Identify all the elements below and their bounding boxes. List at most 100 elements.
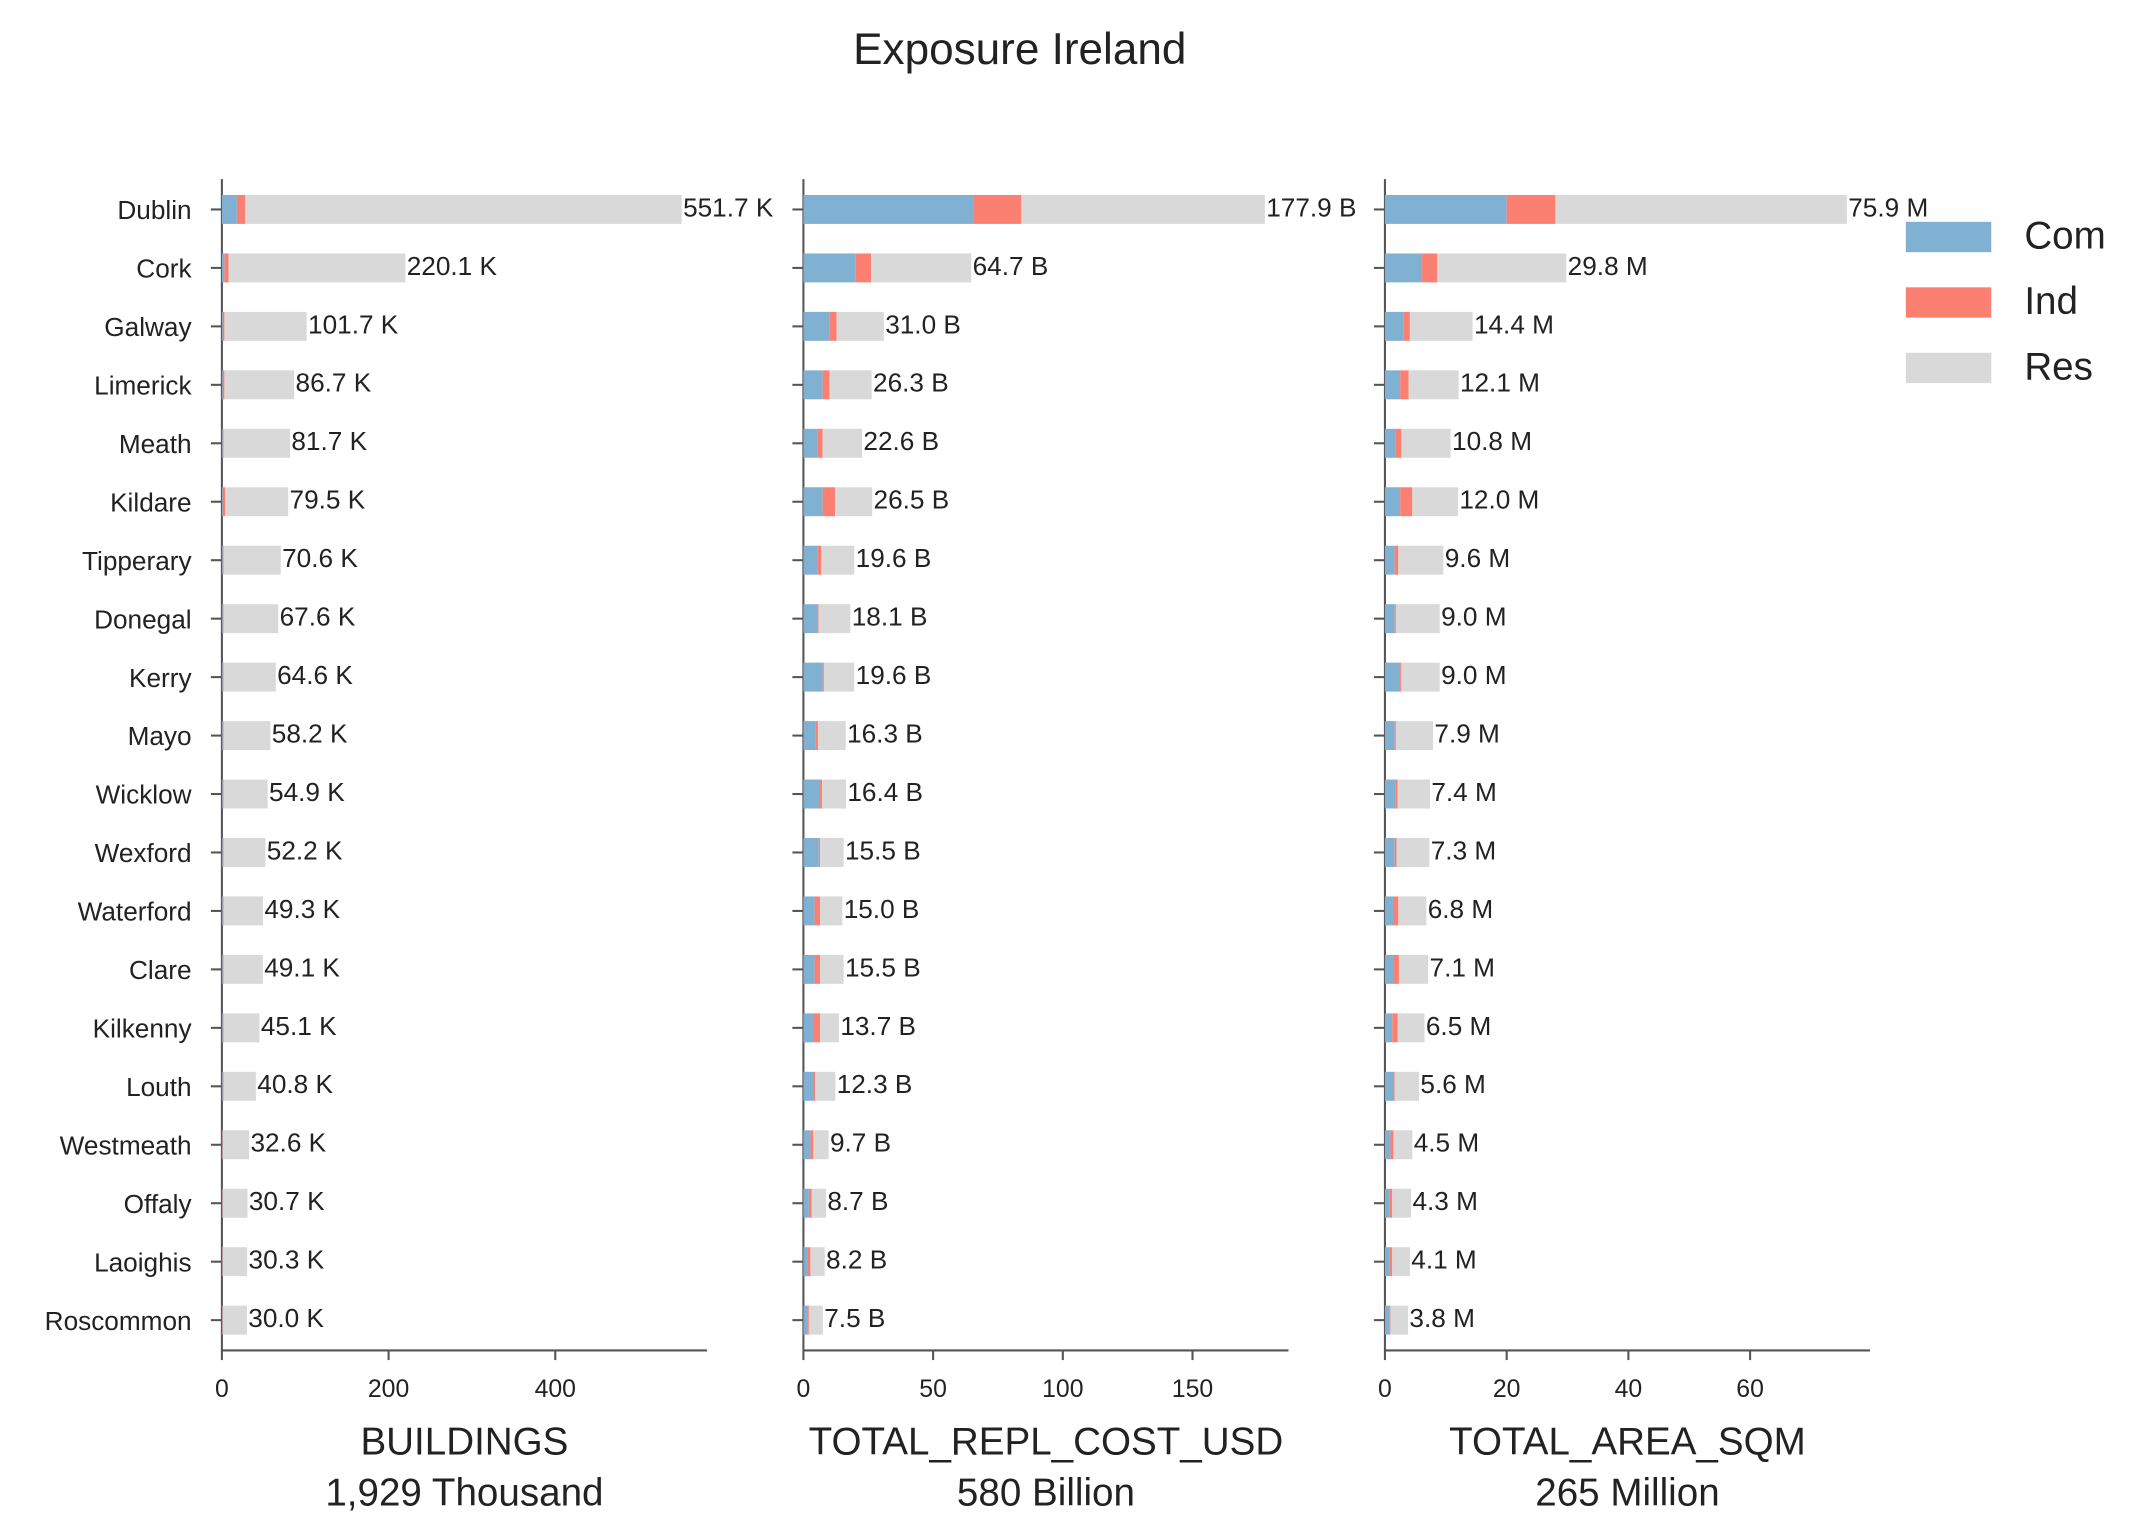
bar-segment [803,1071,814,1101]
value-label: 52.2 K [267,835,343,865]
bar-segment [1408,370,1459,400]
bar-segment [224,253,229,283]
value-label: 7.5 B [824,1303,885,1333]
bar-segment [835,487,873,517]
bar-segment [1412,487,1458,517]
bar-segment [1400,370,1409,400]
value-label: 58.2 K [272,718,348,748]
bar-segment [223,545,281,575]
bar-segment [808,1305,823,1335]
x-axis-label: BUILDINGS [360,1420,568,1463]
value-label: 81.7 K [291,426,367,456]
bar-segment [803,1247,808,1277]
bar-segment [803,545,818,575]
bar-segment [1384,838,1395,867]
bar-segment [813,1071,816,1101]
legend-label: Com [2024,215,2105,258]
bar-segment [803,604,818,634]
bar-segment [1384,896,1394,926]
bar-segment [1409,311,1473,341]
value-label: 177.9 B [1266,192,1356,222]
bar-segment [221,779,223,809]
legend-label: Res [2024,345,2093,388]
bar-segment [1384,779,1396,809]
x-tick-label: 0 [215,1376,229,1403]
bar-segment [822,487,836,517]
x-tick-label: 200 [368,1376,409,1403]
y-tick-label: Laoighis [94,1247,191,1277]
legend-swatch [1905,352,1992,384]
bar-segment [1390,1305,1409,1335]
bar-segment [223,838,266,867]
bar-segment [1395,721,1434,751]
bar-segment [223,721,271,751]
value-label: 30.0 K [248,1303,324,1333]
x-tick-label: 40 [1615,1376,1643,1403]
bar-segment [1384,1013,1393,1043]
value-label: 19.6 B [856,543,932,573]
y-tick-label: Dublin [117,195,191,225]
value-label: 67.6 K [280,602,356,632]
bar-segment [1555,194,1847,224]
y-tick-label: Tipperary [82,546,192,576]
bar-segment [817,545,822,575]
bar-segment [1393,954,1399,984]
bar-segment [221,662,223,692]
value-label: 13.7 B [840,1011,916,1041]
value-label: 14.4 M [1474,309,1554,339]
bar-segment [222,370,225,400]
bar-segment [871,253,972,283]
bar-segment [1384,194,1507,224]
bar-segment [1384,370,1401,400]
value-label: 15.0 B [844,894,920,924]
value-label: 12.1 M [1460,368,1540,398]
value-label: 49.3 K [264,894,340,924]
legend-swatch [1905,287,1992,318]
x-tick-label: 60 [1736,1376,1764,1403]
bar-segment [221,545,223,575]
bar-segment [803,1188,809,1218]
bar-segment [223,662,276,692]
value-label: 22.6 B [863,426,939,456]
x-axis-label: TOTAL_AREA_SQM [1449,1420,1806,1463]
bar-segment [1393,1130,1413,1160]
bar-segment [222,1305,247,1335]
value-label: 40.8 K [257,1069,333,1099]
value-label: 7.9 M [1434,718,1499,748]
bar-segment [1021,194,1265,224]
y-tick-label: Roscommon [45,1306,192,1336]
value-label: 9.6 M [1445,543,1510,573]
bar-segment [1398,545,1444,575]
bar-segment [1398,896,1427,926]
bar-segment [222,954,224,984]
bar-segment [821,545,855,575]
x-axis-label: 580 Billion [957,1471,1135,1514]
bar-segment [1389,1188,1393,1218]
x-tick-label: 0 [1378,1376,1392,1403]
value-label: 26.5 B [874,485,950,515]
bar-segment [814,954,821,984]
x-tick-label: 50 [919,1376,947,1403]
bar-segment [820,896,843,926]
bar-segment [803,896,815,926]
bar-segment [223,896,263,926]
value-label: 15.5 B [845,952,921,982]
value-label: 75.9 M [1848,192,1928,222]
bar-segment [236,194,246,224]
bar-segment [1384,545,1395,575]
value-label: 6.5 M [1426,1011,1491,1041]
legend-label: Ind [2024,280,2078,323]
bar-segment [817,721,846,751]
x-axis-label: 265 Million [1535,1471,1719,1514]
bar-segment [1393,896,1399,926]
bar-segment [1403,311,1410,341]
value-label: 54.9 K [269,777,345,807]
bar-segment [815,721,818,751]
bar-segment [223,1071,256,1101]
value-label: 86.7 K [296,368,372,398]
bar-segment [1392,1188,1412,1218]
bar-segment [807,1305,809,1335]
bar-segment [221,311,223,341]
bar-segment [1401,428,1451,458]
bar-segment [221,428,223,458]
